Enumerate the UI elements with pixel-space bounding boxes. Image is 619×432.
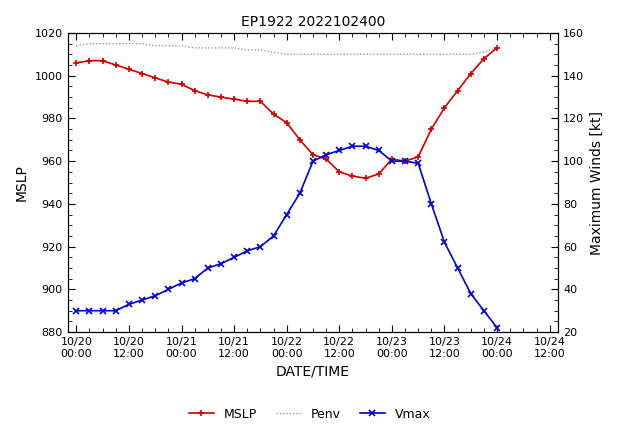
Y-axis label: MSLP: MSLP [15, 164, 29, 201]
X-axis label: DATE/TIME: DATE/TIME [276, 364, 350, 378]
Y-axis label: Maximum Winds [kt]: Maximum Winds [kt] [590, 111, 604, 254]
Legend: MSLP, Penv, Vmax: MSLP, Penv, Vmax [184, 403, 435, 426]
Title: EP1922 2022102400: EP1922 2022102400 [241, 15, 385, 29]
